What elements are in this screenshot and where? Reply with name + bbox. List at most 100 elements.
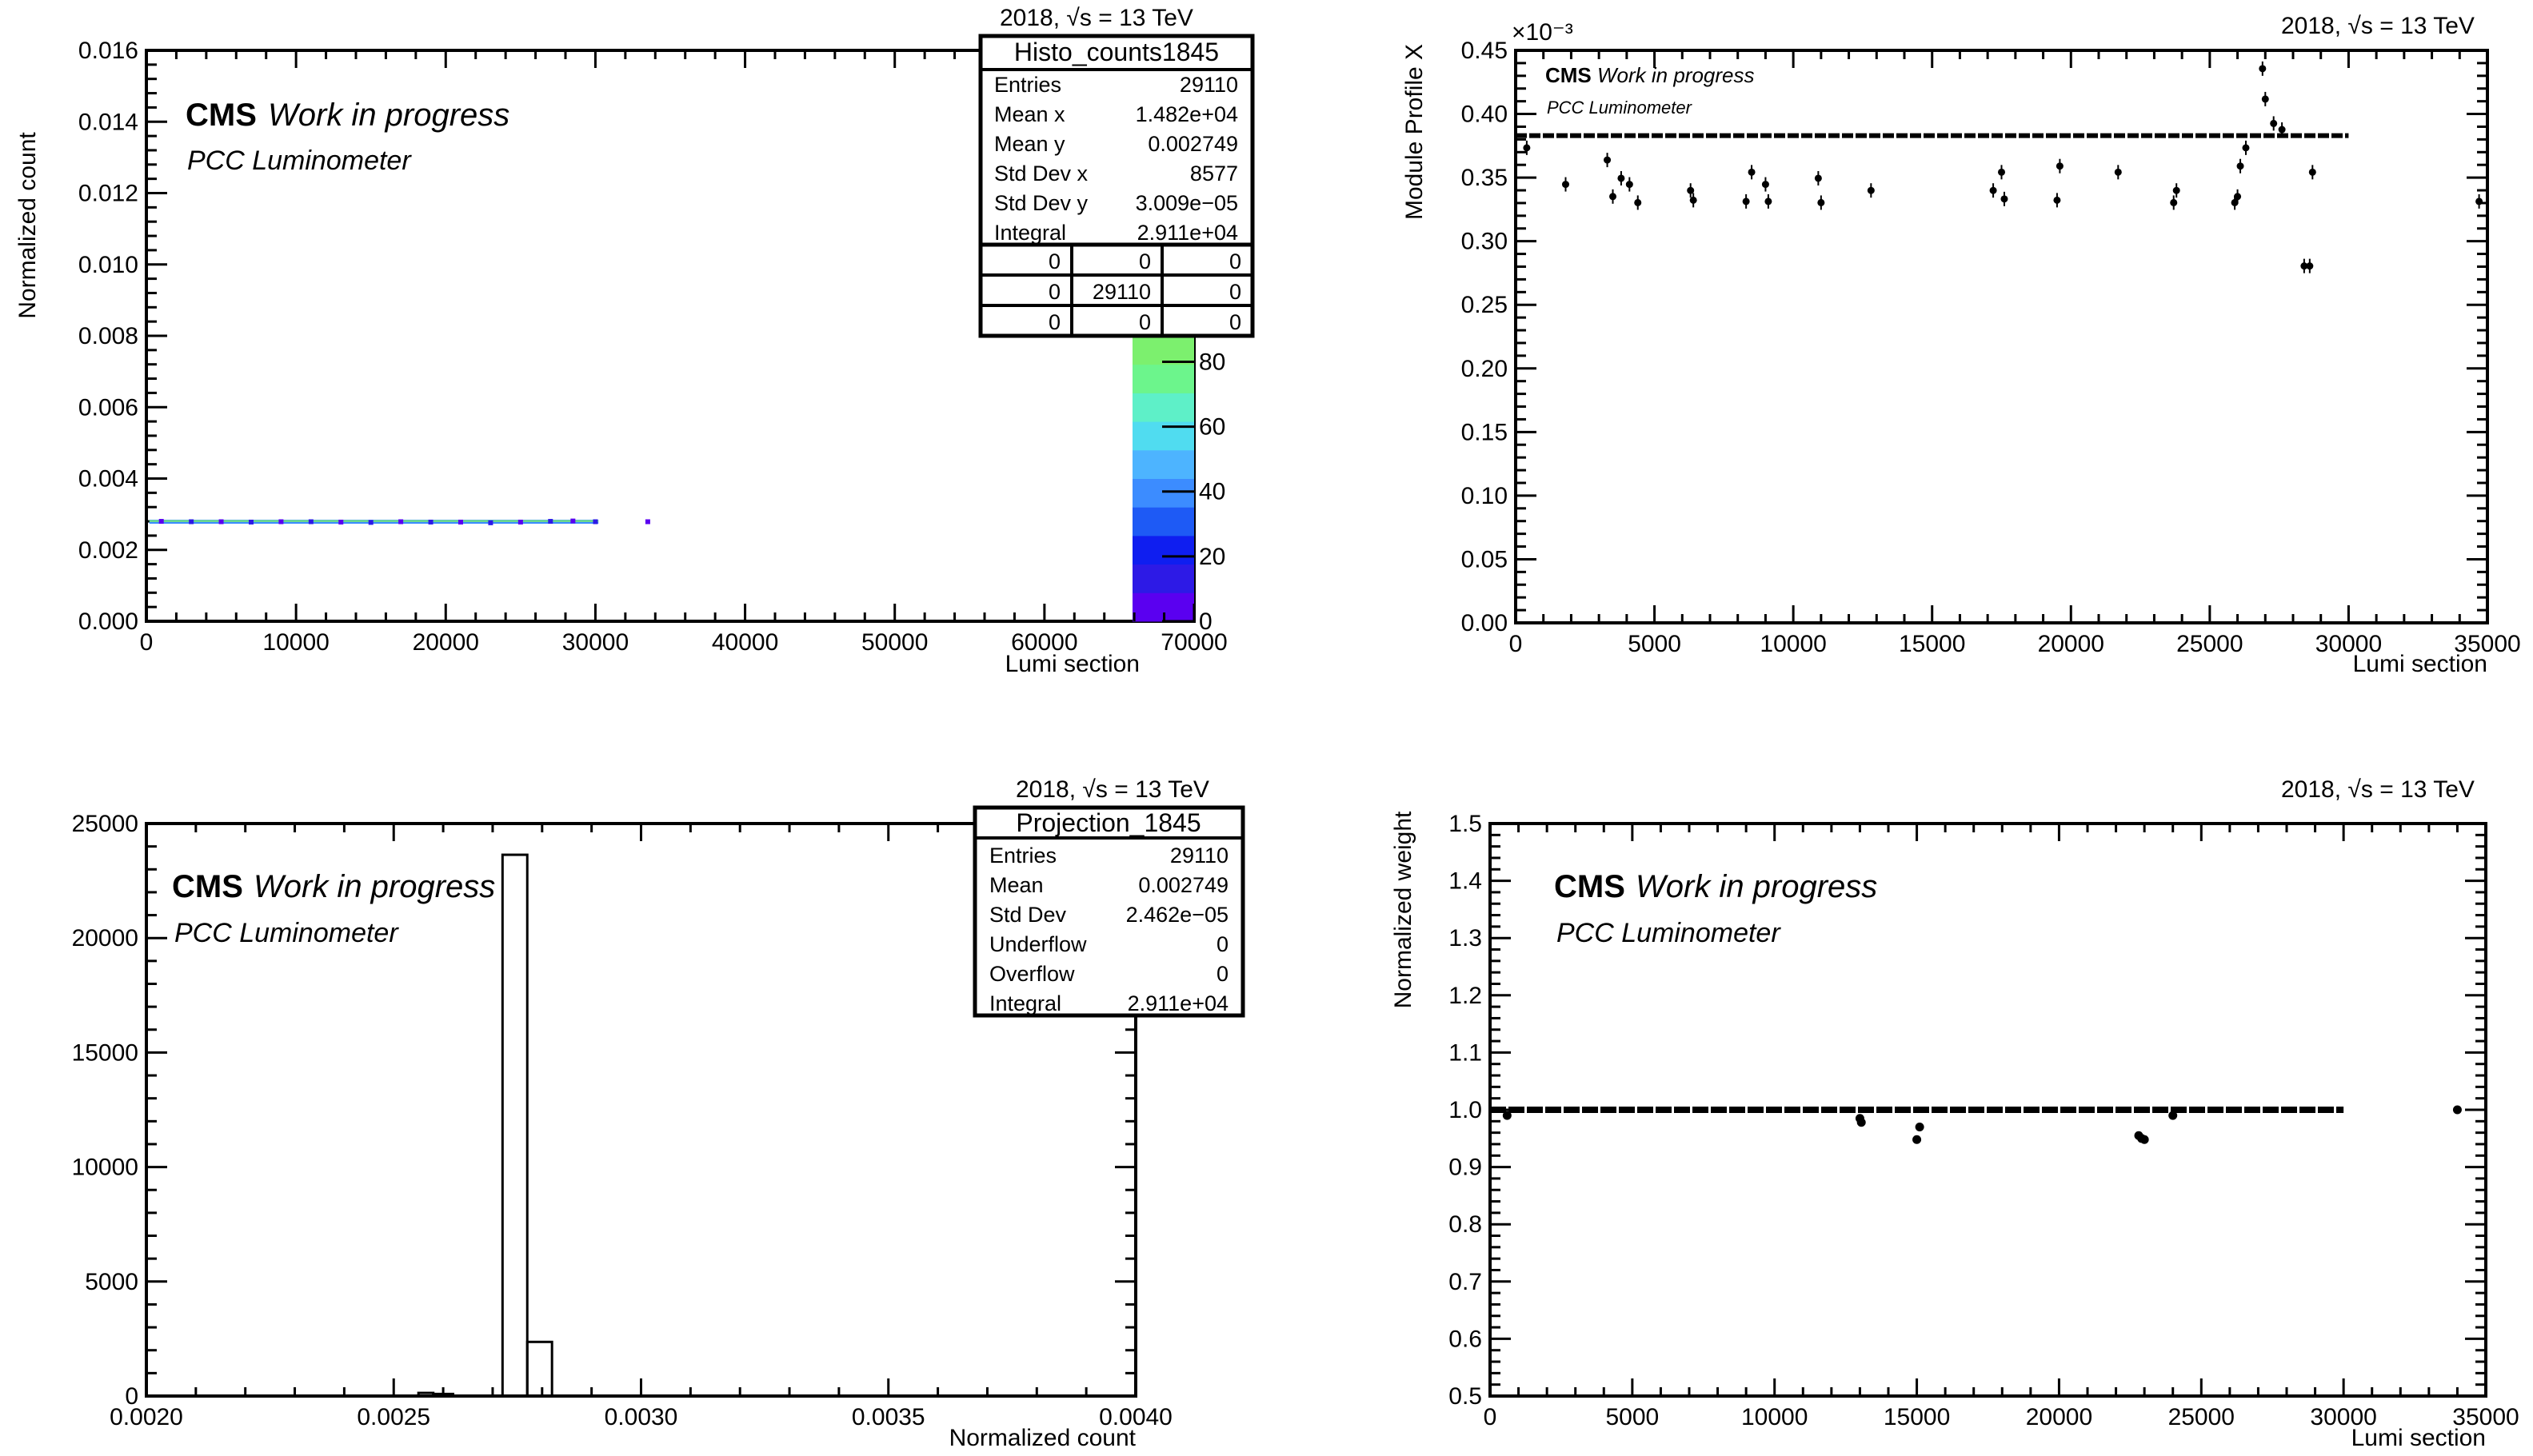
- x-tick-label: 30000: [562, 629, 629, 656]
- energy-label: 2018, √s = 13 TeV: [2281, 13, 2475, 39]
- y-tick-label: 0.35: [1461, 165, 1508, 191]
- x-tick-label: 35000: [2454, 631, 2520, 657]
- stats-rows: Entries 29110 Mean 0.002749 Std Dev 2.462e−05…: [989, 844, 1229, 1015]
- stats-key: Entries: [989, 844, 1057, 868]
- stats-key: Integral: [989, 991, 1061, 1015]
- y-axis-label: Module Profile X: [1401, 44, 1428, 220]
- stats-value: 0.002749: [1148, 132, 1238, 156]
- data-point: [398, 519, 404, 525]
- stats-grid-cell: 0: [1049, 249, 1061, 273]
- y-tick-label: 0.7: [1448, 1269, 1482, 1295]
- y-tick-label: 0.012: [78, 181, 138, 207]
- color-scale-bar: 0 20 40 60 80: [1133, 336, 1225, 635]
- x-tick-label: 5000: [1628, 631, 1681, 657]
- pcc-label: PCC Luminometer: [1556, 918, 1781, 948]
- data-point: [1856, 1118, 1866, 1127]
- y-axis-label: Normalized count: [14, 132, 41, 319]
- histogram-bin: [432, 1392, 454, 1398]
- y-tick-label: 0.30: [1461, 229, 1508, 255]
- x-tick-label: 10000: [1741, 1404, 1808, 1430]
- stats-value: 0.002749: [1138, 873, 1229, 897]
- stats-box-frame: [973, 805, 1245, 1018]
- y-tick-label: 0.15: [1461, 419, 1508, 445]
- data-point: [218, 519, 224, 525]
- stats-key: Underflow: [989, 932, 1087, 956]
- y-tick-label: 0.45: [1461, 38, 1508, 64]
- energy-label: 2018, √s = 13 TeV: [2281, 776, 2475, 803]
- data-point: [645, 519, 650, 525]
- y-tick-label: 0.6: [1448, 1326, 1482, 1352]
- data-points: [1490, 1105, 2462, 1144]
- panel-module-profile: 2018, √s = 13 TeV 0 5000 10000 15000 20000 25…: [1401, 13, 2521, 677]
- x-tick-label: 0.0040: [1099, 1404, 1173, 1430]
- stats-grid: 0 0 0 0 29110 0 0 0 0: [981, 242, 1253, 336]
- color-scale-segment: [1133, 535, 1194, 565]
- x-axis-label: Lumi section: [2351, 1425, 2486, 1451]
- stats-grid-cell: 0: [1229, 249, 1241, 273]
- panel-normalized-weight: 2018, √s = 13 TeV 0 5000 10000 15000 20000 25…: [1390, 776, 2519, 1451]
- data-point: [278, 519, 284, 525]
- y-tick-label: 1.2: [1448, 983, 1482, 1009]
- x-tick-label: 0: [1484, 1404, 1497, 1430]
- y-tick-label: 5000: [85, 1269, 138, 1295]
- stats-key: Std Dev y: [994, 191, 1089, 215]
- data-points: [1516, 61, 2483, 273]
- y-tick-label: 25000: [72, 811, 138, 837]
- pcc-label: PCC Luminometer: [187, 146, 412, 176]
- data-point: [158, 519, 164, 525]
- y-tick-label: 0.010: [78, 252, 138, 278]
- color-scale-segment: [1133, 449, 1194, 479]
- data-point: [308, 519, 314, 525]
- y-tick-label: 0.002: [78, 537, 138, 564]
- stats-box: Projection_1845 Entries 29110 Mean 0.002749…: [973, 805, 1245, 1018]
- exponent-label: ×10⁻³: [1512, 19, 1573, 46]
- y-tick-label: 1.5: [1448, 811, 1482, 837]
- stats-value: 29110: [1170, 844, 1229, 868]
- y-tick-label: 10000: [72, 1155, 138, 1181]
- data-point: [548, 519, 553, 525]
- y-tick-label: 0.9: [1448, 1155, 1482, 1181]
- x-tick-label: 70000: [1161, 629, 1227, 656]
- stats-value: 29110: [1180, 73, 1238, 97]
- panel-projection: 2018, √s = 13 TeV 0.0020 0.0025 0.0030 0.00…: [72, 776, 1245, 1451]
- x-tick-label: 0.0020: [110, 1404, 183, 1430]
- x-tick-label: 15000: [1884, 1404, 1950, 1430]
- stats-grid-cell: 0: [1229, 280, 1241, 304]
- cms-label: CMS: [172, 869, 243, 904]
- work-in-progress-label: Work in progress: [254, 869, 495, 904]
- data-point: [2139, 1135, 2149, 1144]
- x-tick-label: 50000: [861, 629, 928, 656]
- cms-label: CMS: [1554, 869, 1625, 904]
- y-tick-label: 15000: [72, 1039, 138, 1066]
- stats-key: Std Dev: [989, 903, 1067, 927]
- axis-ticks: 0 5000 10000 15000 20000 25000 30000 35000 0.5 0.…: [1448, 811, 2519, 1430]
- data-point: [428, 519, 433, 525]
- x-axis-label: Normalized count: [949, 1425, 1137, 1451]
- y-tick-label: 20000: [72, 925, 138, 951]
- data-point: [458, 519, 463, 525]
- stats-value: 1.482e+04: [1136, 102, 1238, 126]
- work-in-progress-label: Work in progress: [1636, 869, 1877, 904]
- stats-box-frame: [978, 34, 1255, 338]
- y-tick-label: 0: [125, 1383, 138, 1410]
- stats-key: Overflow: [989, 962, 1075, 986]
- x-tick-label: 35000: [2452, 1404, 2519, 1430]
- color-scale-tick-label: 40: [1199, 479, 1225, 505]
- x-tick-label: 15000: [1899, 631, 1965, 657]
- stats-grid-cell: 0: [1049, 310, 1061, 334]
- data-point: [2168, 1111, 2178, 1120]
- data-points: [149, 518, 650, 525]
- data-point: [189, 519, 194, 525]
- color-scale-segment: [1133, 336, 1194, 365]
- y-tick-label: 1.1: [1448, 1039, 1482, 1066]
- x-tick-label: 0.0035: [852, 1404, 925, 1430]
- stats-key: Mean y: [994, 132, 1065, 156]
- x-tick-label: 25000: [2176, 631, 2243, 657]
- x-tick-label: 10000: [1760, 631, 1826, 657]
- x-tick-label: 30000: [2310, 1404, 2376, 1430]
- y-tick-label: 0.10: [1461, 483, 1508, 509]
- y-tick-label: 0.40: [1461, 102, 1508, 128]
- stats-value: 0: [1217, 962, 1229, 986]
- color-scale-segment: [1133, 564, 1194, 593]
